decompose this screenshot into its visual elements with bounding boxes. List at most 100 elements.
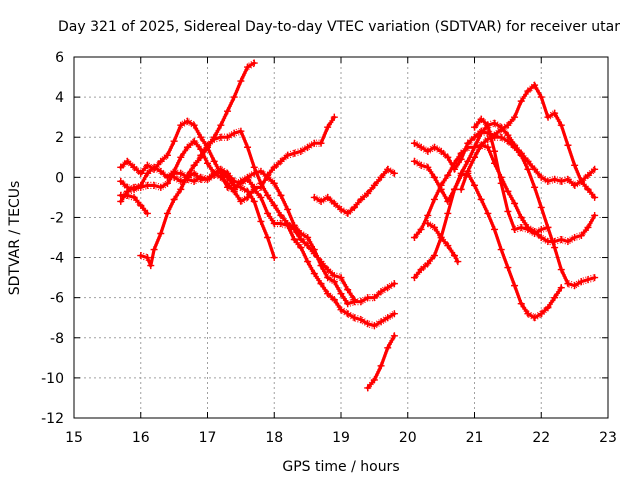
data-point xyxy=(324,290,332,298)
data-point xyxy=(551,244,559,252)
data-point xyxy=(150,163,158,171)
y-tick-label: 4 xyxy=(55,90,64,106)
data-point xyxy=(177,153,185,161)
data-point xyxy=(591,211,599,219)
data-point xyxy=(564,175,572,183)
data-series-s10 xyxy=(410,119,599,282)
y-tick-label: -8 xyxy=(50,331,64,347)
data-point xyxy=(557,177,565,185)
data-point xyxy=(564,141,572,149)
data-point xyxy=(437,234,445,241)
data-point xyxy=(477,127,485,135)
data-point xyxy=(257,179,265,187)
data-point xyxy=(370,181,378,189)
data-point xyxy=(524,225,532,233)
data-point xyxy=(537,234,545,241)
data-point xyxy=(317,280,325,288)
y-tick-label: -4 xyxy=(50,251,64,267)
data-point xyxy=(497,246,505,254)
grid xyxy=(74,57,608,418)
data-point xyxy=(310,193,318,201)
x-tick-label: 22 xyxy=(532,430,550,446)
data-point xyxy=(297,236,305,244)
data-series-s6 xyxy=(170,113,338,191)
data-point xyxy=(257,217,265,225)
data-point xyxy=(157,167,165,175)
data-point xyxy=(557,121,565,129)
data-series-s7 xyxy=(197,127,358,304)
data-point xyxy=(551,175,559,183)
data-point xyxy=(284,205,292,213)
data-point xyxy=(210,135,218,143)
data-point xyxy=(544,223,552,231)
data-point xyxy=(471,143,478,151)
data-point xyxy=(197,133,205,141)
data-point xyxy=(457,185,465,193)
series-trace-marker-upper xyxy=(367,332,395,386)
data-point xyxy=(377,318,385,326)
data-point xyxy=(337,290,345,298)
data-point xyxy=(584,276,592,284)
series-trace-marker-lower xyxy=(474,121,549,238)
data-point xyxy=(551,109,559,117)
data-point xyxy=(377,173,385,181)
data-point xyxy=(424,211,432,219)
data-point xyxy=(224,107,232,115)
data-point xyxy=(237,197,245,205)
data-point xyxy=(344,310,352,318)
data-point xyxy=(364,189,372,197)
data-point xyxy=(571,181,579,189)
y-axis-label: SDTVAR / TECUs xyxy=(7,181,23,296)
data-point xyxy=(477,195,485,203)
data-point xyxy=(584,171,592,179)
data-point xyxy=(330,113,338,121)
data-point xyxy=(484,121,492,129)
data-point xyxy=(117,163,125,171)
data-point xyxy=(437,185,445,193)
data-point xyxy=(557,266,565,274)
data-point xyxy=(524,310,532,318)
data-point xyxy=(504,264,512,272)
data-point xyxy=(511,199,519,207)
data-point xyxy=(564,238,572,246)
data-point xyxy=(417,266,425,274)
data-series-s16 xyxy=(471,115,552,238)
data-point xyxy=(324,266,332,274)
data-point xyxy=(504,137,512,145)
data-point xyxy=(157,157,165,165)
data-point xyxy=(324,193,332,201)
data-point xyxy=(250,59,258,67)
y-tick-label: 2 xyxy=(55,130,64,146)
data-point xyxy=(157,183,165,191)
data-point xyxy=(297,147,305,155)
data-point xyxy=(584,185,592,193)
y-tick-label: -10 xyxy=(41,371,64,387)
data-point xyxy=(464,169,472,177)
data-point xyxy=(591,193,599,201)
data-point xyxy=(444,153,452,161)
data-point xyxy=(511,143,519,151)
x-tick-label: 19 xyxy=(332,430,350,446)
plot-frame xyxy=(73,56,609,419)
data-point xyxy=(317,139,325,147)
data-point xyxy=(364,384,372,392)
data-point xyxy=(424,163,432,171)
data-point xyxy=(264,191,272,199)
y-tick-label: -6 xyxy=(50,291,64,307)
data-point xyxy=(511,113,519,121)
data-point xyxy=(163,151,171,159)
data-point xyxy=(484,209,492,217)
data-point xyxy=(350,203,358,211)
data-point xyxy=(197,173,205,181)
data-point xyxy=(123,157,131,165)
data-point xyxy=(537,225,545,233)
data-point xyxy=(304,242,312,250)
data-point xyxy=(364,320,372,328)
data-point xyxy=(117,197,125,205)
data-point xyxy=(217,165,225,173)
data-point xyxy=(517,223,525,231)
data-point xyxy=(230,177,238,185)
data-point xyxy=(571,234,579,241)
data-point xyxy=(137,201,145,209)
data-point xyxy=(237,127,245,135)
